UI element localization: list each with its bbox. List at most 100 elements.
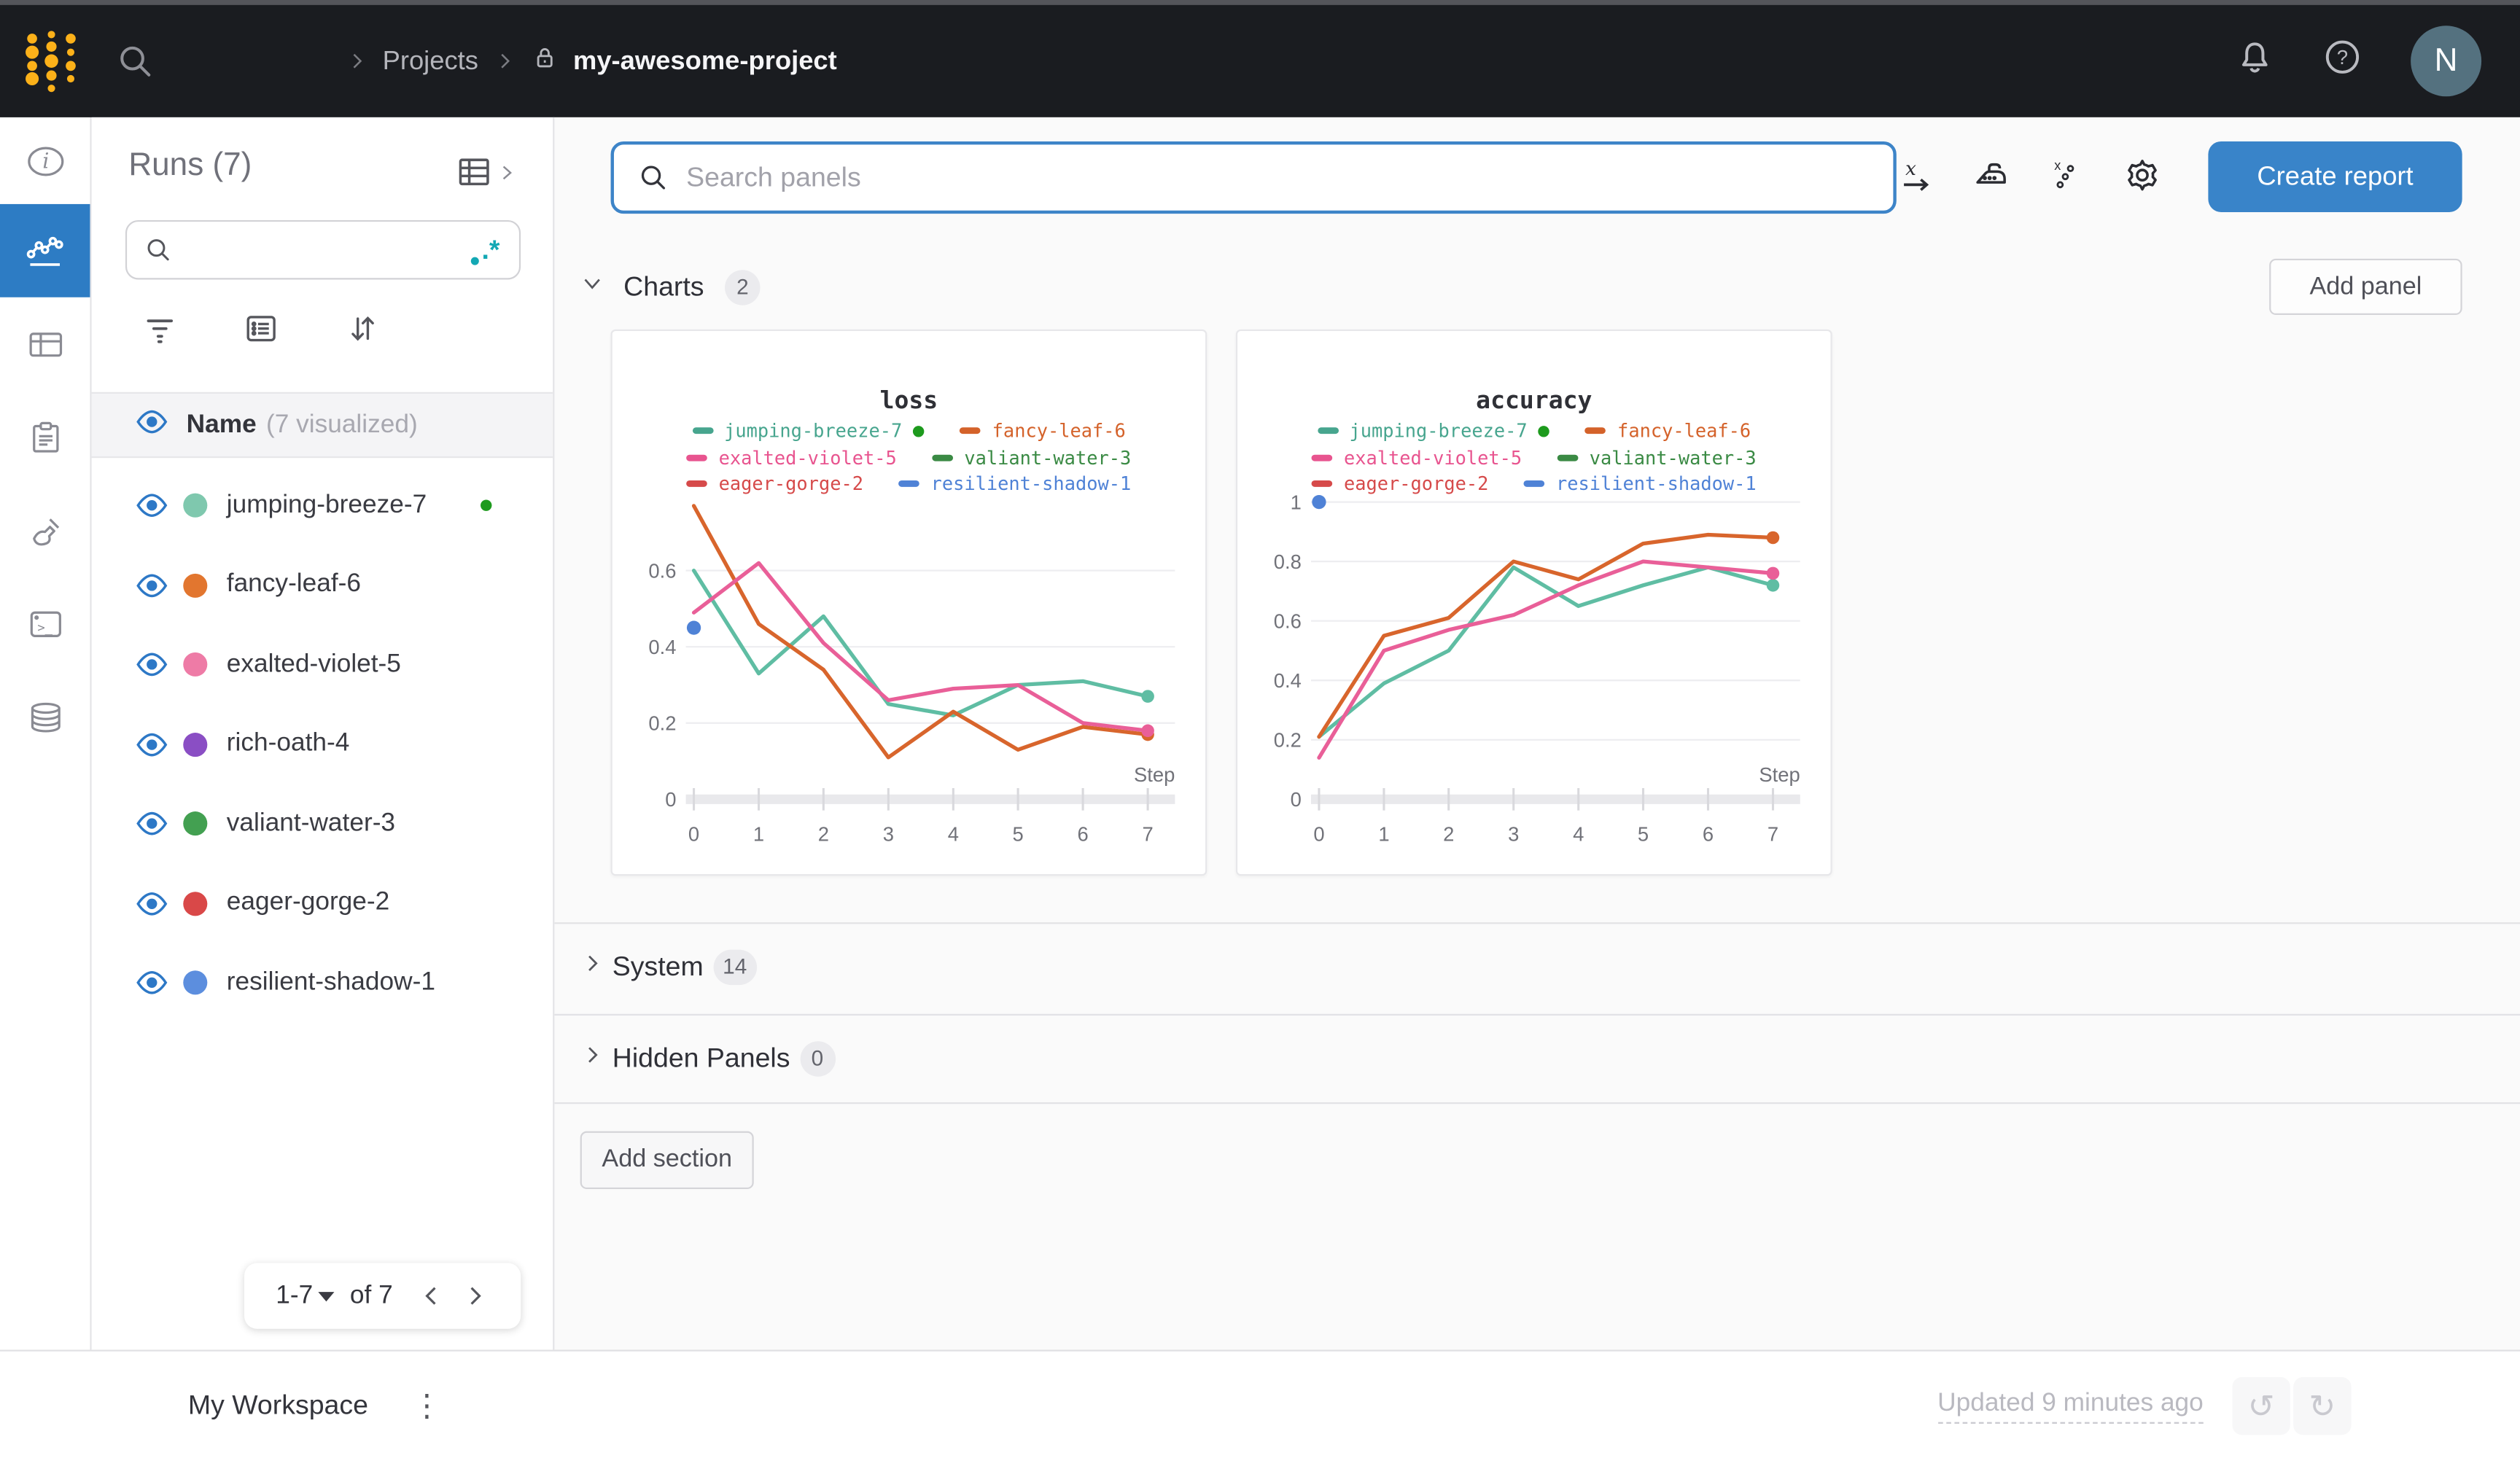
legend-item[interactable]: fancy-leaf-6 <box>1584 419 1751 442</box>
workspace-menu-kebab-icon[interactable]: ⋮ <box>411 1389 443 1423</box>
breadcrumb-projects-link[interactable]: Projects <box>382 45 478 75</box>
section-divider <box>554 1013 2520 1016</box>
legend-item[interactable]: jumping-breeze-7 <box>1317 419 1550 442</box>
sidebar-item-sweeps[interactable] <box>0 483 90 577</box>
run-name[interactable]: resilient-shadow-1 <box>226 968 435 996</box>
svg-text:3: 3 <box>1508 822 1519 845</box>
sidebar-item-overview[interactable]: i <box>0 117 90 204</box>
svg-text:0: 0 <box>665 788 676 811</box>
visibility-toggle-eye-icon[interactable] <box>135 489 168 523</box>
sort-icon[interactable] <box>344 310 381 355</box>
page-range-dropdown[interactable]: 1-7 <box>276 1282 334 1311</box>
svg-text:0: 0 <box>1291 788 1302 811</box>
legend-item[interactable]: eager-gorge-2 <box>1311 472 1488 495</box>
loss-chart-panel[interactable]: loss jumping-breeze-7 fancy-leaf-6 exalted… <box>610 329 1208 876</box>
visibility-toggle-eye-icon[interactable] <box>135 648 168 682</box>
run-row[interactable]: jumping-breeze-7 <box>92 466 553 545</box>
add-panel-button[interactable]: Add panel <box>2269 258 2462 315</box>
sidebar-item-artifacts[interactable] <box>0 670 90 763</box>
run-live-indicator <box>481 500 492 512</box>
wandb-logo[interactable] <box>21 24 82 98</box>
run-name[interactable]: valiant-water-3 <box>226 809 396 837</box>
run-live-indicator <box>1539 424 1550 437</box>
legend-swatch <box>898 480 920 487</box>
loss-line-chart[interactable]: 0.2 0.4 0.6 00 1 2 3 4 5 6 7 Step <box>612 331 1205 874</box>
page-total: of 7 <box>349 1281 393 1309</box>
group-list-icon[interactable] <box>243 310 280 355</box>
run-name[interactable]: rich-oath-4 <box>226 730 350 757</box>
accuracy-chart-panel[interactable]: accuracy jumping-breeze-7 fancy-leaf-6 exa… <box>1235 329 1832 876</box>
legend-swatch <box>960 427 981 435</box>
run-row[interactable]: valiant-water-3 <box>92 784 553 864</box>
legend-item[interactable]: resilient-shadow-1 <box>898 472 1131 495</box>
create-report-button[interactable]: Create report <box>2208 141 2462 212</box>
outlier-sampling-icon[interactable]: x <box>2049 156 2084 203</box>
legend-item[interactable]: exalted-violet-5 <box>1311 446 1522 468</box>
svg-text:x: x <box>1905 158 1916 180</box>
visibility-toggle-eye-icon[interactable] <box>135 807 168 841</box>
chevron-right-icon <box>346 50 368 72</box>
window-top-strip <box>0 0 2520 5</box>
svg-text:0: 0 <box>688 822 699 845</box>
sidebar-item-terminal[interactable]: >_ <box>0 577 90 670</box>
next-page-button[interactable] <box>462 1282 489 1309</box>
workspace-name[interactable]: My Workspace <box>187 1390 368 1421</box>
legend-item[interactable]: valiant-water-3 <box>1557 446 1757 468</box>
legend-item[interactable]: exalted-violet-5 <box>686 446 897 468</box>
run-row[interactable]: resilient-shadow-1 <box>92 943 553 1023</box>
legend-item[interactable]: fancy-leaf-6 <box>960 419 1126 442</box>
run-row[interactable]: exalted-violet-5 <box>92 625 553 704</box>
x-axis-settings-icon[interactable]: x <box>1898 156 1933 203</box>
run-row[interactable]: fancy-leaf-6 <box>92 545 553 625</box>
legend-item[interactable]: eager-gorge-2 <box>686 472 863 495</box>
settings-gear-icon[interactable] <box>2123 156 2162 203</box>
visibility-toggle-eye-icon[interactable] <box>135 887 168 920</box>
svg-text:Step: Step <box>1134 763 1175 786</box>
run-name[interactable]: jumping-breeze-7 <box>226 491 427 519</box>
run-row[interactable]: eager-gorge-2 <box>92 864 553 943</box>
run-name[interactable]: eager-gorge-2 <box>226 889 390 916</box>
smoothing-icon[interactable] <box>1972 156 2010 203</box>
run-name[interactable]: fancy-leaf-6 <box>226 570 362 599</box>
system-section-header[interactable]: System 14 <box>580 922 757 1010</box>
chevron-down-icon[interactable] <box>580 270 604 303</box>
run-name[interactable]: exalted-violet-5 <box>226 650 401 678</box>
redo-button[interactable]: ↻ <box>2293 1376 2352 1435</box>
legend-run-name: jumping-breeze-7 <box>724 419 903 443</box>
notifications-bell-icon[interactable] <box>2236 38 2274 85</box>
panel-search-input[interactable] <box>686 161 1871 194</box>
runs-list-header[interactable]: Name (7 visualized) <box>91 391 553 459</box>
legend-item[interactable]: resilient-shadow-1 <box>1523 472 1757 495</box>
sidebar-item-workspace[interactable] <box>0 203 90 297</box>
visibility-toggle-eye-icon[interactable] <box>135 966 168 1000</box>
charts-section-header[interactable]: Charts 2 <box>580 259 761 315</box>
last-updated-label[interactable]: Updated 9 minutes ago <box>1937 1389 2204 1423</box>
svg-text:0.8: 0.8 <box>1274 550 1302 573</box>
breadcrumb-project-name[interactable]: my-awesome-project <box>572 45 837 75</box>
system-section-label: System <box>612 950 704 981</box>
global-search-icon[interactable] <box>114 40 155 82</box>
visibility-toggle-eye-icon[interactable] <box>135 728 168 761</box>
run-search-input[interactable] <box>184 237 482 263</box>
legend-item[interactable]: jumping-breeze-7 <box>691 419 925 443</box>
avatar[interactable]: N <box>2411 26 2482 97</box>
svg-text:0.2: 0.2 <box>648 712 676 735</box>
sidebar-item-tables[interactable] <box>0 297 90 391</box>
add-section-button[interactable]: Add section <box>580 1131 754 1190</box>
run-row[interactable]: rich-oath-4 <box>92 704 553 784</box>
regex-toggle[interactable]: .* <box>470 234 502 266</box>
filter-icon[interactable] <box>141 310 179 355</box>
undo-button[interactable]: ↺ <box>2232 1376 2290 1435</box>
expand-runs-table-button[interactable] <box>456 152 518 191</box>
visibility-toggle-eye-icon[interactable] <box>135 569 168 602</box>
hidden-panels-section-header[interactable]: Hidden Panels 0 <box>580 1014 836 1102</box>
accuracy-line-chart[interactable]: 0.2 0.4 0.6 0.8 1 00 1 2 3 4 5 6 7 Step <box>1237 331 1830 874</box>
legend-item[interactable]: valiant-water-3 <box>932 446 1131 468</box>
sidebar-item-logs[interactable] <box>0 391 90 484</box>
chevron-right-icon[interactable] <box>580 1042 604 1074</box>
help-icon[interactable]: ? <box>2322 37 2362 85</box>
visibility-all-eye-icon[interactable] <box>135 404 168 445</box>
prev-page-button[interactable] <box>419 1282 446 1309</box>
chevron-right-icon[interactable] <box>580 951 604 983</box>
